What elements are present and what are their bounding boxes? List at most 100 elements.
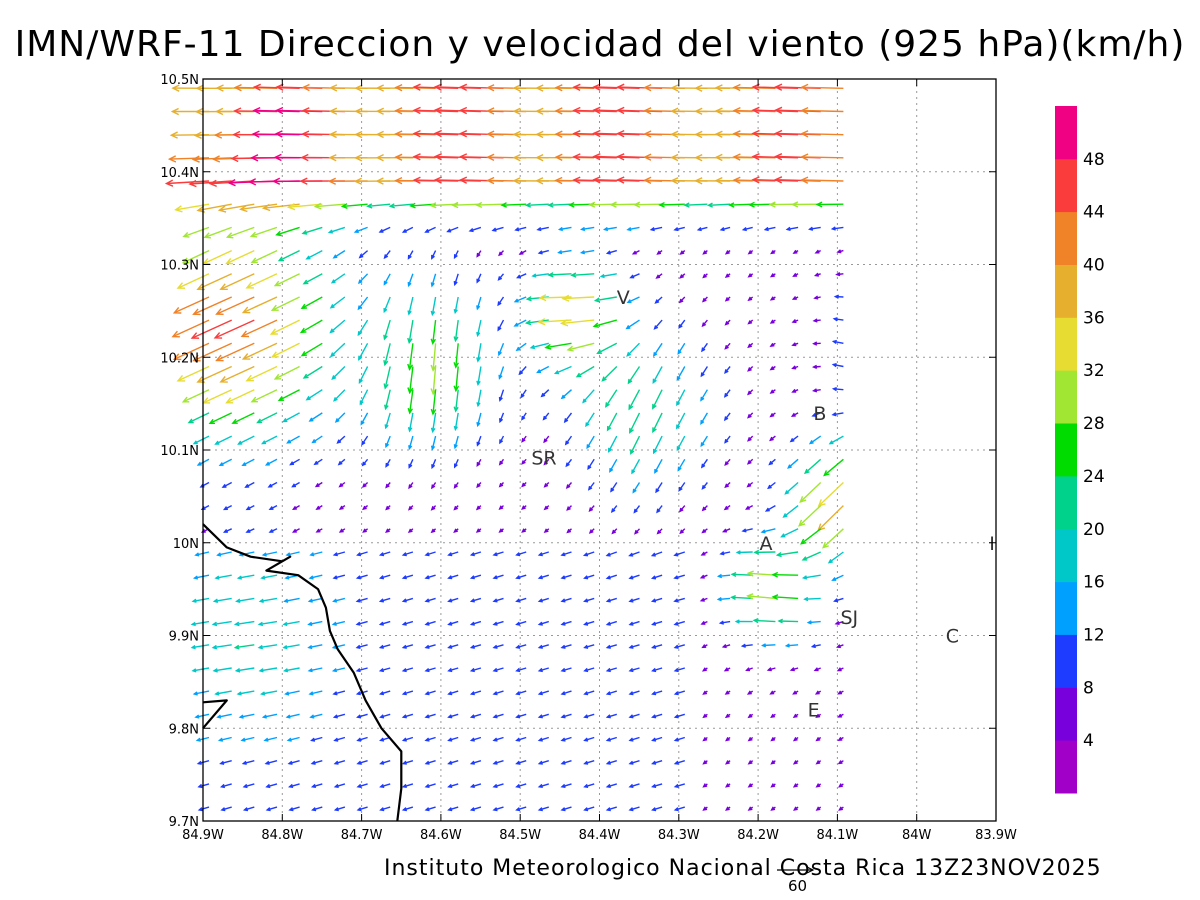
wind-vector-shaft <box>584 597 595 602</box>
wind-vector <box>453 389 459 413</box>
wind-vector <box>747 273 754 278</box>
graticule <box>202 78 997 822</box>
wind-vector-head <box>732 130 741 138</box>
wind-vector-shaft <box>278 389 300 401</box>
wind-vector <box>356 760 368 765</box>
wind-vector-head <box>706 202 713 208</box>
wind-vector-shaft <box>270 319 300 335</box>
wind-vector-shaft <box>477 366 482 385</box>
wind-vector-head <box>288 807 294 812</box>
wind-vector <box>728 202 753 208</box>
wind-vector-head <box>588 529 594 534</box>
wind-vector <box>401 760 414 765</box>
wind-vector-head <box>308 417 314 422</box>
wind-vector-shaft <box>311 760 323 765</box>
wind-vector-head <box>257 621 264 627</box>
wind-vector-head <box>650 575 657 580</box>
wind-vector <box>747 806 754 811</box>
wind-vector-head <box>191 155 200 163</box>
wind-vector-head <box>547 202 554 208</box>
wind-vector-shaft <box>772 574 799 576</box>
wind-vector-head <box>469 737 475 742</box>
wind-vector-head <box>724 297 730 302</box>
wind-vector <box>724 250 731 255</box>
wind-vector <box>702 736 708 742</box>
wind-vector <box>536 226 549 232</box>
wind-vector-head <box>769 342 775 347</box>
wind-vector-head <box>747 783 753 788</box>
wind-vector-shaft <box>652 736 663 742</box>
wind-vector-shaft <box>177 365 210 382</box>
wind-vector-shaft <box>539 690 550 695</box>
wind-vector-head <box>214 440 220 445</box>
wind-vector-shaft <box>276 226 300 236</box>
wind-vector-head <box>407 427 413 433</box>
wind-vector-head <box>631 250 637 255</box>
wind-vector-shaft <box>355 226 368 233</box>
wind-vector-shaft <box>432 343 437 371</box>
wind-vector <box>607 435 618 453</box>
wind-vector <box>815 806 822 811</box>
wind-vector-head <box>307 668 313 673</box>
wind-vector-head <box>724 250 730 255</box>
wind-vector <box>269 319 300 335</box>
colorbar-segment <box>1055 581 1077 635</box>
wind-vector-shaft <box>787 458 799 469</box>
wind-vector-head <box>515 552 521 557</box>
wind-vector-head <box>499 418 504 424</box>
wind-vector-shaft <box>431 273 437 287</box>
wind-vector-shaft <box>561 760 572 765</box>
wind-vector-head <box>497 326 502 332</box>
wind-vector-shaft <box>576 365 595 378</box>
wind-vector <box>285 713 300 719</box>
wind-vector <box>447 806 459 812</box>
wind-vector-shaft <box>652 667 663 672</box>
wind-vector <box>338 481 346 488</box>
reference-vector <box>777 866 815 874</box>
wind-vector <box>379 806 391 812</box>
wind-vector <box>424 226 436 233</box>
wind-vector-shaft <box>537 365 550 374</box>
wind-vector <box>605 806 617 812</box>
wind-vector-shaft <box>700 412 709 424</box>
wind-vector <box>447 620 459 626</box>
wind-vector-head <box>560 598 566 603</box>
wind-vector-head <box>516 274 522 279</box>
wind-vector <box>332 597 346 603</box>
wind-vector-head <box>197 807 203 812</box>
wind-vector-head <box>311 439 317 444</box>
wind-vector-head <box>770 783 776 788</box>
wind-vector-head <box>274 130 283 138</box>
wind-vector-head <box>394 107 403 115</box>
wind-vector-head <box>241 353 251 360</box>
wind-vector <box>588 505 595 512</box>
wind-vector-head <box>332 575 338 580</box>
wind-vector <box>537 760 550 765</box>
wind-vector <box>791 295 799 300</box>
wind-vector <box>537 551 550 557</box>
wind-vector-head <box>486 130 495 138</box>
wind-vector <box>192 574 210 580</box>
wind-vector-shaft <box>266 458 278 466</box>
wind-vector-head <box>554 107 563 115</box>
wind-vector-head <box>592 322 600 328</box>
wind-vector-head <box>424 552 430 557</box>
city-label: A <box>760 533 773 555</box>
wind-vector-head <box>358 378 363 385</box>
wind-vector-shaft <box>674 551 686 556</box>
wind-vector-head <box>261 714 267 719</box>
wind-vector <box>356 783 368 788</box>
wind-vector <box>310 736 323 742</box>
wind-vector-shaft <box>330 319 346 333</box>
wind-vector-head <box>214 575 220 580</box>
wind-vector-head <box>447 783 453 788</box>
wind-vector-head <box>746 690 752 695</box>
wind-vector-head <box>565 484 571 490</box>
wind-vector-shaft <box>334 713 346 718</box>
wind-vector-head <box>311 807 317 812</box>
wind-vector <box>586 435 595 450</box>
wind-vector-head <box>838 783 843 788</box>
wind-vector-shaft <box>471 574 482 579</box>
wind-vector-head <box>583 598 589 603</box>
